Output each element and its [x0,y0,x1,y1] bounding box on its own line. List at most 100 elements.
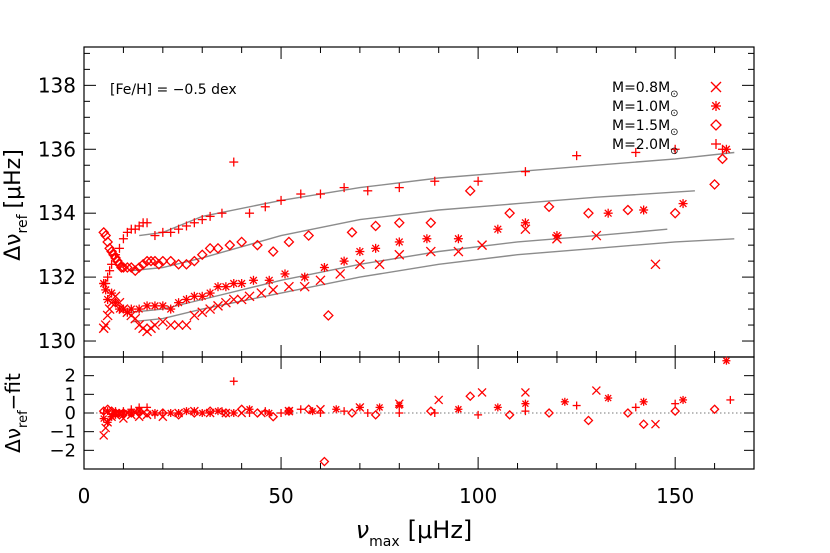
top-point-x [130,313,141,324]
top-point-asterisk [150,301,160,311]
top-point-plus [363,186,373,196]
residual-point-plus [631,403,640,412]
residual-point-plus [119,407,128,416]
x-tick-label: 150 [656,484,694,508]
top-point-diamond [212,242,224,254]
top-point-diamond [709,179,721,190]
top-point-diamond [104,242,116,254]
top-point-diamond [622,204,634,216]
residual-point-asterisk [229,409,238,417]
residual-point-plus [474,410,483,419]
top-point-plus [158,227,168,237]
bottom-y-tick-label: −2 [49,440,76,461]
residual-point-plus [229,377,238,386]
top-ylabel-unit: [μHz] [1,149,26,208]
legend-marker-2.0 [711,139,721,149]
residual-point-diamond [504,409,515,420]
top-point-diamond [188,255,200,267]
top-point-x [374,259,385,270]
top-point-diamond [108,249,119,261]
top-point-plus [572,151,582,161]
top-point-asterisk [264,275,274,285]
top-point-diamond [583,207,594,219]
residual-point-plus [158,409,167,417]
top-point-diamond [98,226,110,238]
legend-label-2.0: M=2.0M⊙ [612,137,679,157]
top-point-diamond [121,262,133,273]
top-point-diamond [204,242,216,254]
x-tick-label: 100 [459,484,497,508]
top-point-diamond [425,217,437,229]
residual-point-plus [206,409,215,417]
top-ylabel-sub: ref [15,213,31,233]
top-point-plus [717,144,727,154]
top-point-plus [105,266,115,276]
bottom-x-axis: 0 50 100 150 [78,357,755,508]
legend: M=0.8M⊙M=1.0M⊙M=1.5M⊙M=2.0M⊙ [612,80,722,157]
top-point-asterisk [174,298,184,308]
residual-point-plus [107,412,116,421]
residual-point-plus [127,405,136,414]
residual-point-asterisk [166,409,175,417]
residual-point-diamond [709,404,720,415]
legend-label-0.8: M=0.8M⊙ [612,80,679,100]
top-point-plus [142,218,152,228]
legend-marker-1.0 [711,101,721,111]
top-point-diamond [117,262,129,273]
top-point-plus [276,195,286,205]
top-point-x [205,304,216,315]
top-point-asterisk [134,304,144,314]
residual-point-diamond [319,456,330,467]
top-point-x [98,323,109,334]
top-point-asterisk [181,294,191,304]
top-point-plus [118,234,128,244]
top-point-asterisk [142,301,152,311]
top-point-plus [260,202,270,212]
top-point-x [213,300,223,311]
top-point-x [157,316,168,327]
top-point-plus [114,243,124,253]
residual-point-diamond [134,406,145,417]
residual-point-plus [296,405,305,414]
residual-point-plus [115,409,124,417]
top-point-asterisk [394,237,404,247]
residual-point-asterisk [182,407,191,416]
top-point-plus [229,157,239,167]
residual-point-asterisk [284,407,293,416]
residual-point-plus [217,407,226,416]
top-y-tick-label: 134 [38,201,76,225]
top-point-plus [189,218,199,228]
top-y-tick-label: 138 [38,73,76,97]
top-point-x [100,320,111,331]
residual-point-diamond [670,406,681,417]
top-point-plus [339,183,349,193]
top-point-asterisk [355,247,365,257]
legend-label-1.5: M=1.5M⊙ [612,118,679,138]
top-ylabel-main: Δν [1,233,26,260]
top-point-x [299,281,310,292]
residual-point-asterisk [604,394,613,403]
residual-point-x [651,419,660,429]
top-point-plus [296,189,306,199]
residual-point-diamond [347,408,357,418]
top-point-asterisk [422,234,432,244]
top-point-plus [166,227,176,237]
top-point-x [354,259,365,270]
top-point-plus [197,215,207,225]
top-point-plus [520,167,530,177]
residual-point-asterisk [395,401,404,410]
residual-point-asterisk [375,403,384,412]
top-point-diamond [145,255,157,267]
top-point-asterisk [678,199,688,209]
residual-point-plus [726,395,735,404]
top-point-x [228,294,239,305]
top-point-asterisk [300,272,310,282]
residual-point-plus [150,410,159,419]
top-point-diamond [106,246,118,257]
residual-point-plus [521,407,530,416]
top-point-asterisk [280,269,290,279]
residual-point-diamond [425,406,436,417]
residual-point-plus [316,409,325,417]
top-point-x [477,240,488,251]
